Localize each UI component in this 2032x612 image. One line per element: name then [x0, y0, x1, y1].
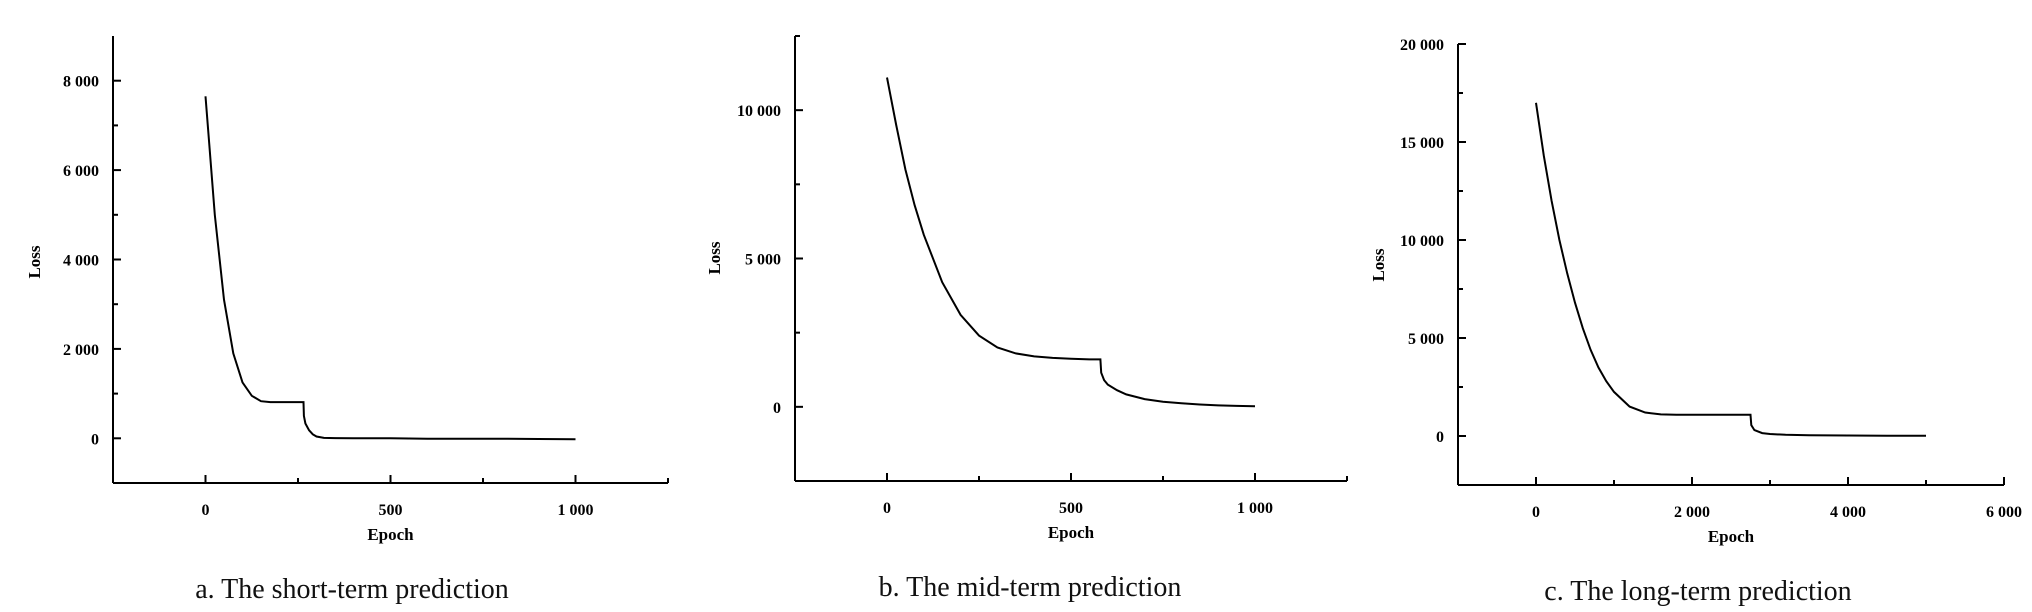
x-tick-label: 4 000 [1830, 504, 1866, 521]
y-axis-title: Loss [705, 241, 724, 274]
loss-series-line [204, 96, 576, 441]
y-tick-label: 0 [773, 400, 781, 417]
y-tick-label: 0 [1436, 429, 1444, 446]
chart-panel-2: 0 5 000 10 000 15 000 20 000 0 2 000 4 000 6 000… [1369, 37, 2022, 607]
x-tick-label: 0 [883, 500, 891, 517]
x-tick-label: 1 000 [558, 502, 594, 519]
x-axis-title: Epoch [1708, 527, 1755, 546]
y-tick-label: 10 000 [1400, 233, 1444, 250]
y-axis-title: Loss [25, 245, 44, 278]
y-tick-label: 8 000 [63, 74, 99, 91]
y-tick-label: 4 000 [63, 253, 99, 270]
chart-panel-0: 0 2 000 4 000 6 000 8 000 0 500 1 000 Epoch Loss a… [25, 36, 669, 605]
x-tick-label: 0 [1532, 504, 1540, 521]
x-axis-title: Epoch [367, 525, 414, 544]
x-tick-label: 0 [202, 502, 210, 519]
chart-caption: c. The long-term prediction [1544, 576, 1851, 607]
y-axis-title: Loss [1369, 248, 1388, 281]
y-tick-label: 20 000 [1400, 37, 1444, 54]
x-tick-label: 500 [379, 502, 403, 519]
y-tick-label: 5 000 [1408, 331, 1444, 348]
loss-series-line [1535, 102, 1927, 437]
y-tick-label: 15 000 [1400, 135, 1444, 152]
chart-panel-1: 0 5 000 10 000 0 500 1 000 Epoch Loss b. The mid… [705, 35, 1348, 603]
chart-caption: a. The short-term prediction [195, 574, 509, 605]
x-tick-label: 1 000 [1237, 500, 1273, 517]
chart-caption: b. The mid-term prediction [879, 572, 1182, 603]
y-tick-label: 6 000 [63, 163, 99, 180]
y-tick-label: 0 [91, 431, 99, 448]
y-tick-label: 2 000 [63, 342, 99, 359]
loss-series-line [886, 77, 1256, 408]
y-tick-label: 5 000 [745, 252, 781, 269]
x-axis-title: Epoch [1048, 523, 1095, 542]
x-tick-label: 2 000 [1674, 504, 1710, 521]
y-tick-label: 10 000 [737, 103, 781, 120]
x-tick-label: 500 [1059, 500, 1083, 517]
x-tick-label: 6 000 [1986, 504, 2022, 521]
